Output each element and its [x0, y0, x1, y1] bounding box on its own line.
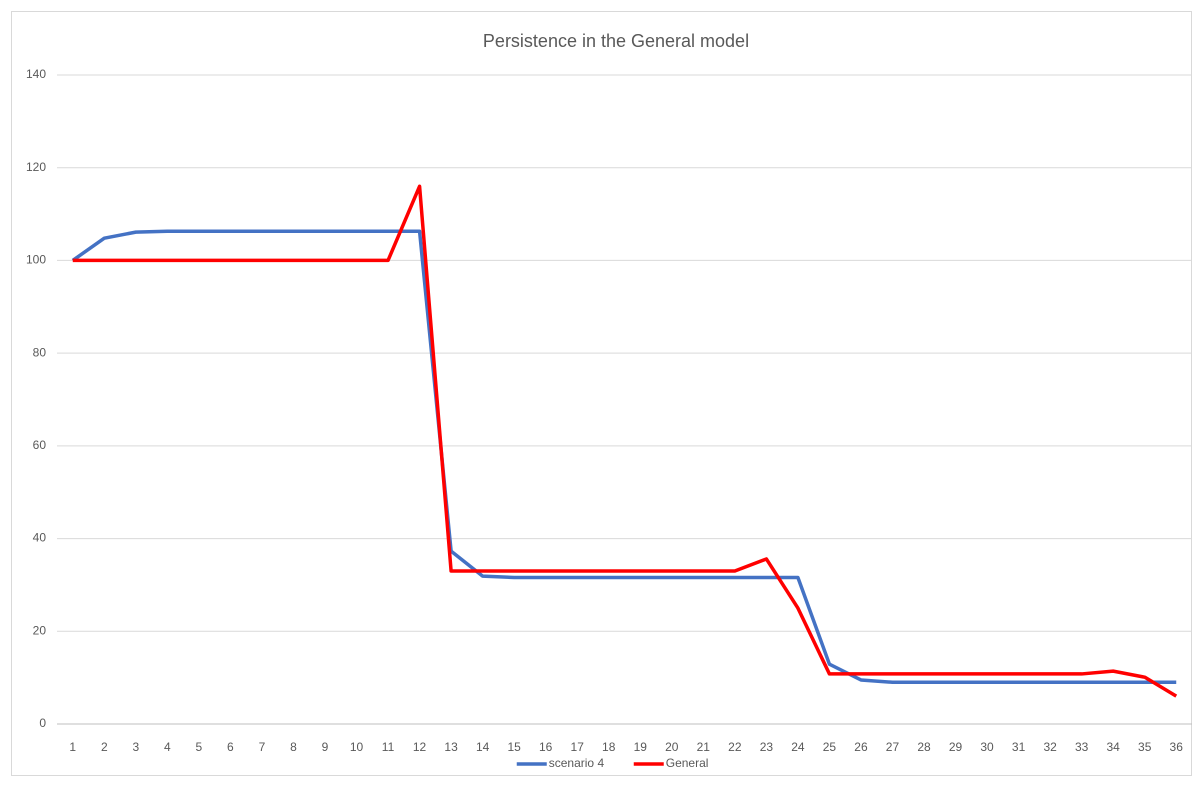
- x-tick-label: 7: [259, 740, 266, 754]
- x-tick-label: 23: [760, 740, 774, 754]
- x-tick-label: 9: [322, 740, 329, 754]
- x-tick-label: 26: [854, 740, 868, 754]
- line-series: [71, 229, 1177, 685]
- x-tick-label: 18: [602, 740, 616, 754]
- x-tick-label: 6: [227, 740, 234, 754]
- x-tick-label: 29: [949, 740, 963, 754]
- x-tick-label: 13: [444, 740, 458, 754]
- x-tick-label: 33: [1075, 740, 1089, 754]
- legend-label: scenario 4: [549, 756, 605, 770]
- x-tick-label: 27: [886, 740, 900, 754]
- y-tick-label: 100: [26, 253, 46, 267]
- x-tick-label: 30: [980, 740, 994, 754]
- x-tick-label: 8: [290, 740, 297, 754]
- x-tick-label: 22: [728, 740, 742, 754]
- x-tick-label: 21: [697, 740, 711, 754]
- x-tick-label: 3: [132, 740, 139, 754]
- x-tick-label: 28: [917, 740, 931, 754]
- x-tick-label: 10: [350, 740, 364, 754]
- x-tick-label: 24: [791, 740, 805, 754]
- legend-label: General: [666, 756, 709, 770]
- x-tick-label: 12: [413, 740, 427, 754]
- y-tick-label: 20: [33, 623, 47, 637]
- y-tick-label: 80: [33, 345, 47, 359]
- x-tick-label: 16: [539, 740, 553, 754]
- x-tick-label: 17: [571, 740, 585, 754]
- x-tick-label: 14: [476, 740, 490, 754]
- chart-border: [11, 11, 1192, 776]
- chart-title: Persistence in the General model: [483, 31, 749, 51]
- x-tick-label: 34: [1107, 740, 1121, 754]
- y-tick-label: 120: [26, 160, 46, 174]
- y-tick-label: 40: [33, 531, 47, 545]
- x-tick-label: 11: [382, 740, 395, 754]
- y-tick-label: 140: [26, 67, 46, 81]
- x-tick-label: 31: [1012, 740, 1026, 754]
- y-tick-label: 60: [33, 438, 47, 452]
- x-tick-label: 36: [1170, 740, 1184, 754]
- x-tick-label: 5: [196, 740, 203, 754]
- x-tick-label: 15: [507, 740, 521, 754]
- x-tick-label: 35: [1138, 740, 1152, 754]
- x-tick-label: 1: [69, 740, 76, 754]
- line-series: [72, 184, 1178, 698]
- x-tick-label: 32: [1043, 740, 1057, 754]
- x-tick-label: 25: [823, 740, 837, 754]
- x-tick-label: 19: [634, 740, 648, 754]
- x-tick-label: 2: [101, 740, 108, 754]
- x-tick-label: 20: [665, 740, 679, 754]
- x-tick-label: 4: [164, 740, 171, 754]
- y-tick-label: 0: [39, 716, 46, 730]
